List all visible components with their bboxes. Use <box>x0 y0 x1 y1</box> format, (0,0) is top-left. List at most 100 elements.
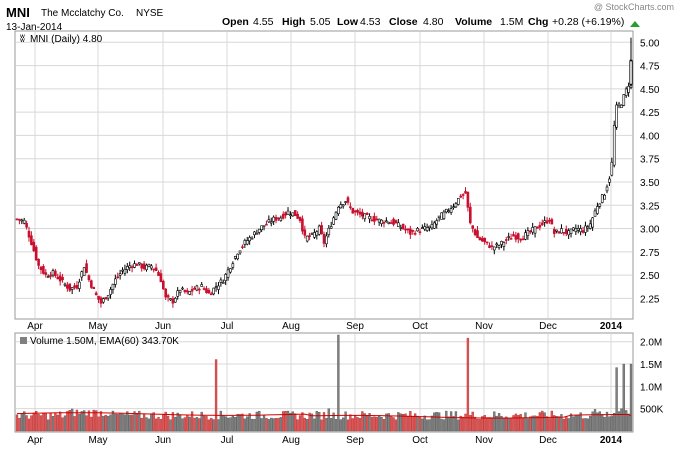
volume-bar <box>142 413 146 432</box>
candle-body <box>492 246 496 251</box>
volume-bar <box>200 411 203 432</box>
volume-x-tick-label: Aug <box>282 435 300 446</box>
volume-bar <box>159 419 163 432</box>
candle-body <box>233 256 237 259</box>
volume-bar <box>490 417 494 432</box>
volume-bar <box>97 416 100 432</box>
volume-x-tick-label: 2014 <box>600 435 623 446</box>
candle-body <box>586 226 590 229</box>
candle-body <box>334 211 338 220</box>
volume-bar <box>162 414 165 432</box>
volume-bar <box>183 417 187 432</box>
volume-bar <box>500 415 503 432</box>
volume-bar <box>236 413 239 432</box>
candle-body <box>308 235 311 237</box>
candle-body <box>226 269 230 278</box>
candle-body <box>150 265 153 269</box>
ema-line <box>16 412 632 419</box>
price-tick-label: 2.25 <box>640 294 660 305</box>
candle-body <box>389 222 393 224</box>
candle-body <box>461 194 465 196</box>
volume-bar <box>531 415 534 432</box>
candle-body <box>231 263 235 268</box>
candle-body <box>416 228 419 232</box>
candle-body <box>70 287 74 290</box>
volume-bar <box>430 415 434 432</box>
volume-bar <box>608 416 611 432</box>
volume-bar <box>116 414 119 432</box>
price-tick-label: 2.50 <box>640 271 660 282</box>
candle-body <box>145 264 148 271</box>
volume-bar <box>622 363 625 432</box>
candle-body <box>370 219 374 222</box>
volume-bar <box>157 416 160 432</box>
candle-body <box>188 291 191 295</box>
volume-bar <box>423 415 426 432</box>
volume-bar <box>265 417 268 432</box>
candle-body <box>267 219 271 223</box>
volume-bar <box>90 416 93 432</box>
candle-body <box>73 285 76 288</box>
candle-body <box>87 275 91 281</box>
volume-bar <box>416 415 419 432</box>
volume-value: 1.5M <box>500 16 523 28</box>
candle-body <box>118 273 122 276</box>
candle-body <box>162 280 165 290</box>
volume-bar <box>425 419 429 432</box>
candle-body <box>361 211 364 217</box>
candle-body <box>452 206 455 209</box>
volume-bar <box>385 413 388 432</box>
price-legend-text: MNI (Daily) 4.80 <box>30 34 103 45</box>
volume-tick-label: 2.0M <box>640 338 662 349</box>
volume-bar <box>205 416 208 432</box>
volume-bar <box>471 411 474 432</box>
candle-body <box>315 231 319 236</box>
volume-bar <box>596 412 599 432</box>
volume-bar <box>246 416 249 432</box>
candle-body <box>377 218 381 223</box>
volume-bar <box>171 412 175 432</box>
candle-body <box>512 234 515 237</box>
candle-body <box>394 220 398 224</box>
candle-body <box>128 265 132 269</box>
price-x-tick-label: Nov <box>475 321 493 332</box>
price-tick-label: 4.25 <box>640 108 660 119</box>
candle-body <box>502 242 506 247</box>
volume-bar <box>593 409 597 432</box>
volume-bar <box>291 411 294 432</box>
candle-body <box>538 224 542 228</box>
candle-body <box>126 266 129 270</box>
candle-body <box>457 198 460 205</box>
volume-bar <box>61 417 64 432</box>
volume-bar <box>361 411 364 432</box>
candle-body <box>286 210 290 215</box>
volume-bar <box>509 418 513 432</box>
candle-body <box>277 217 280 220</box>
volume-bar <box>461 416 465 432</box>
candle-body <box>121 269 124 272</box>
price-tick-label: 3.25 <box>640 201 660 212</box>
volume-x-tick-label: Sep <box>346 435 364 446</box>
volume-bar <box>574 414 577 432</box>
volume-bar <box>154 418 158 432</box>
volume-bar <box>231 415 235 432</box>
price-x-tick-label: Jun <box>155 321 171 332</box>
volume-bar <box>493 411 496 432</box>
volume-bar <box>166 415 170 432</box>
volume-bar <box>389 415 393 432</box>
candle-body <box>576 228 580 231</box>
candle-body <box>320 225 323 234</box>
volume-bar <box>126 411 129 432</box>
volume-bar <box>92 409 95 432</box>
volume-bar <box>543 412 546 432</box>
candle-body <box>262 225 266 228</box>
candle-body <box>78 281 81 289</box>
price-tick-label: 4.00 <box>640 131 660 142</box>
volume-bar <box>560 414 563 432</box>
volume-bar <box>202 415 206 432</box>
watermark-text: @ StockCharts.com <box>594 2 674 12</box>
candle-body <box>66 284 69 289</box>
volume-bar <box>538 412 542 432</box>
volume-bar <box>25 415 28 432</box>
candle-body <box>423 226 427 230</box>
